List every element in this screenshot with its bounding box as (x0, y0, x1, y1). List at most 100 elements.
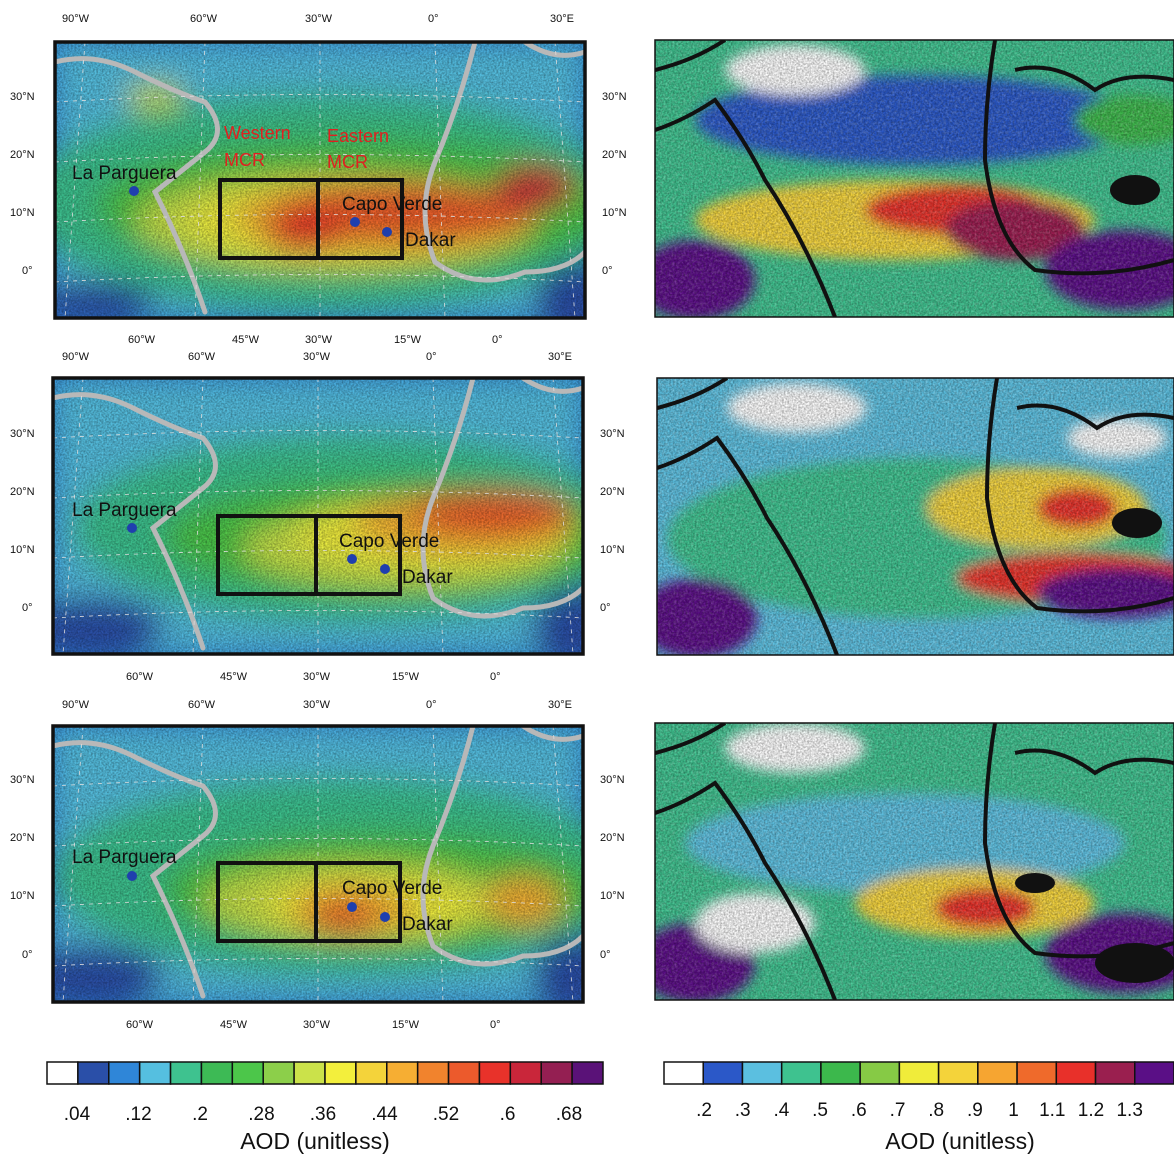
colorbar-tick-label: .6 (500, 1104, 516, 1125)
site-label-dakar: Dakar (405, 230, 456, 251)
lon-label: 30°W (303, 1019, 331, 1031)
lon-label: 45°W (220, 1019, 248, 1031)
lon-label: 30°E (548, 699, 572, 711)
colorbar-swatch (1134, 1061, 1174, 1085)
colorbar-swatch (324, 1061, 357, 1085)
lon-label: 60°W (126, 1019, 154, 1031)
site-label-capo-verde: Capo Verde (339, 531, 439, 552)
colorbar-swatch (937, 1061, 979, 1085)
lon-label: 30°E (548, 351, 572, 363)
lat-label: 10°N (602, 207, 627, 219)
colorbar-tick-label: .6 (851, 1100, 867, 1121)
lon-label: 15°W (394, 334, 422, 346)
site-label-dakar: Dakar (402, 914, 453, 935)
colorbar-tick-label: .12 (125, 1104, 151, 1125)
lon-label: 30°W (305, 13, 333, 25)
site-label-dakar: Dakar (402, 567, 453, 588)
lon-label: 90°W (62, 699, 90, 711)
lon-label: 0° (490, 671, 501, 683)
lon-label: 60°W (188, 351, 216, 363)
lon-label: 30°E (550, 13, 574, 25)
right-map-bottom (654, 722, 1174, 1001)
lat-label: 10°N (10, 544, 35, 556)
colorbar-swatch (355, 1061, 388, 1085)
lon-label: 60°W (190, 13, 218, 25)
colorbar-tick-label: .52 (433, 1104, 459, 1125)
lat-label: 20°N (10, 149, 35, 161)
colorbar-swatch (293, 1061, 326, 1085)
colorbar-tick-label: .4 (773, 1100, 789, 1121)
colorbar-swatch (200, 1061, 234, 1085)
colorbar-swatch (663, 1061, 704, 1085)
lon-label: 30°W (303, 351, 331, 363)
lon-label: 0° (490, 1019, 501, 1031)
lon-label: 0° (492, 334, 503, 346)
colorbar-swatch (447, 1061, 481, 1085)
colorbar-swatch (571, 1061, 604, 1085)
lat-label: 20°N (10, 832, 35, 844)
colorbar-tick-label: 1.1 (1039, 1100, 1065, 1121)
colorbar-tick-label: 1.3 (1116, 1100, 1142, 1121)
colorbar-tick-label: .3 (735, 1100, 751, 1121)
colorbar-tick-label: .28 (248, 1104, 274, 1125)
colorbar-swatch (702, 1061, 744, 1085)
lat-label: 0° (602, 265, 613, 277)
colorbar-tick-label: .36 (310, 1104, 336, 1125)
region-label-western-mcr: MCR (224, 150, 265, 170)
colorbar-swatch (820, 1061, 861, 1085)
lon-label: 45°W (220, 671, 248, 683)
lat-label: 20°N (602, 149, 627, 161)
lat-label: 20°N (10, 486, 35, 498)
lat-label: 30°N (602, 91, 627, 103)
left-map-top (53, 40, 587, 320)
lon-label: 15°W (392, 671, 420, 683)
region-label-eastern: Eastern (327, 126, 389, 146)
colorbar-swatch (386, 1061, 419, 1085)
colorbar-swatch (741, 1061, 783, 1085)
colorbar-tick-label: .8 (928, 1100, 944, 1121)
lat-label: 30°N (600, 774, 625, 786)
lat-label: 20°N (600, 486, 625, 498)
left-colorbar-title: AOD (unitless) (240, 1128, 390, 1154)
lat-label: 0° (600, 949, 611, 961)
lon-label: 90°W (62, 351, 90, 363)
lon-label: 30°W (303, 699, 331, 711)
colorbar-swatch (108, 1061, 141, 1085)
colorbar-swatch (898, 1061, 940, 1085)
lon-label: 0° (426, 351, 437, 363)
colorbar-tick-label: .04 (64, 1104, 91, 1125)
right-colorbar: .2 .3 .4 .5 .6 .7 .8 .9 1 1.1 1.2 1.3 (663, 1061, 1174, 1121)
colorbar-swatch (262, 1061, 295, 1085)
colorbar-swatch (169, 1061, 203, 1085)
lat-label: 10°N (10, 890, 35, 902)
colorbar-tick-label: 1.2 (1078, 1100, 1104, 1121)
lat-label: 30°N (10, 774, 35, 786)
region-label-eastern-mcr: MCR (327, 152, 368, 172)
colorbar-swatch (77, 1061, 110, 1085)
lat-label: 0° (22, 265, 33, 277)
site-label-la-parguera: La Parguera (72, 500, 177, 521)
lon-label: 30°W (303, 671, 331, 683)
right-map-top (654, 39, 1174, 318)
lat-label: 10°N (600, 544, 625, 556)
lat-label: 0° (600, 602, 611, 614)
region-label-western: Western (224, 123, 291, 143)
colorbar-tick-label: .9 (967, 1100, 983, 1121)
lon-label: 90°W (62, 13, 90, 25)
colorbar-tick-label: .68 (556, 1104, 582, 1125)
colorbar-tick-label: .7 (890, 1100, 906, 1121)
lon-label: 15°W (392, 1019, 420, 1031)
colorbar-swatch (1094, 1061, 1136, 1085)
lat-label: 20°N (600, 832, 625, 844)
lat-label: 0° (22, 949, 33, 961)
colorbar-swatch (1016, 1061, 1058, 1085)
colorbar-tick-label: 1 (1008, 1100, 1019, 1121)
site-label-la-parguera: La Parguera (72, 847, 177, 868)
lat-label: 30°N (10, 91, 35, 103)
lon-label: 60°W (188, 699, 216, 711)
left-colorbar: .04 .12 .2 .28 .36 .44 .52 .6 .68 (46, 1061, 604, 1125)
colorbar-swatch (416, 1061, 450, 1085)
lon-label: 0° (426, 699, 437, 711)
colorbar-swatch (138, 1061, 172, 1085)
